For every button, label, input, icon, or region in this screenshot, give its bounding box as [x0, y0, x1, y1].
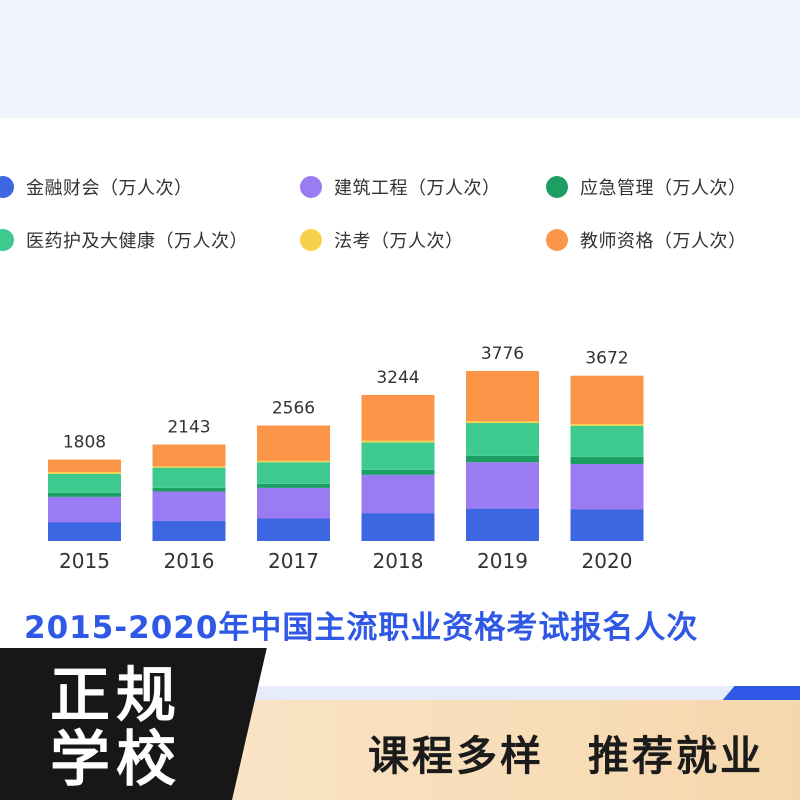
bar-segment-year-2016-series-1 — [152, 491, 226, 521]
bar-segment-year-2015-series-4 — [48, 472, 121, 474]
stacked-bar-chart: 1808 2015 2143 2016 2566 2017 3244 2018 3776 2019… — [48, 344, 644, 573]
legend-label: 建筑工程（万人次） — [334, 178, 501, 199]
bar-segment-year-2020-series-4 — [570, 423, 644, 426]
bar-segment-year-2016-series-5 — [152, 444, 226, 467]
bar-segment-year-2015-series-1 — [48, 496, 121, 523]
legend-label: 金融财会（万人次） — [26, 178, 193, 199]
legend-item-health: 医药护及大健康（万人次） — [0, 225, 248, 255]
x-tick-label-year-2020: 2020 — [582, 549, 633, 573]
x-tick-label-year-2019: 2019 — [477, 549, 528, 573]
legend-label: 应急管理（万人次） — [580, 178, 747, 199]
bar-segment-year-2018-series-3 — [361, 442, 435, 470]
bar-segment-year-2019-series-1 — [466, 462, 539, 509]
bar-total-label-year-2020: 3672 — [585, 349, 628, 369]
school-badge — [0, 648, 267, 800]
chart-legend: 金融财会（万人次） 建筑工程（万人次） 应急管理（万人次） 医药护及大健康（万人… — [0, 160, 800, 270]
x-tick-label-year-2017: 2017 — [268, 549, 319, 573]
legend-swatch — [300, 176, 322, 198]
legend-label: 医药护及大健康（万人次） — [26, 231, 248, 252]
bar-segment-year-2018-series-5 — [361, 394, 435, 441]
header-band — [0, 0, 800, 118]
legend-swatch — [546, 229, 568, 251]
legend-item-emergency: 应急管理（万人次） — [546, 172, 747, 202]
x-tick-label-year-2015: 2015 — [59, 549, 110, 573]
bar-segment-year-2018-series-4 — [361, 440, 435, 443]
legend-swatch — [546, 176, 568, 198]
bar-segment-year-2018-series-2 — [361, 469, 435, 475]
legend-item-construction: 建筑工程（万人次） — [300, 172, 501, 202]
bar-total-label-year-2016: 2143 — [167, 418, 210, 438]
bar-segment-year-2016-series-2 — [152, 487, 226, 492]
bar-segment-year-2018-series-0 — [361, 513, 435, 541]
bar-total-label-year-2017: 2566 — [272, 398, 315, 418]
footer-slogan: 课程多样 推荐就业 — [368, 732, 764, 780]
legend-item-law: 法考（万人次） — [300, 225, 464, 255]
legend-swatch — [300, 229, 322, 251]
bar-segment-year-2020-series-2 — [570, 456, 644, 465]
bar-segment-year-2018-series-1 — [361, 474, 435, 514]
bar-total-label-year-2015: 1808 — [63, 433, 106, 453]
chart-title: 2015-2020年中国主流职业资格考试报名人次 — [24, 610, 699, 646]
bar-segment-year-2017-series-5 — [257, 425, 330, 461]
bar-segment-year-2019-series-4 — [466, 421, 539, 424]
bar-segment-year-2015-series-2 — [48, 492, 121, 497]
bar-segment-year-2015-series-5 — [48, 459, 121, 473]
badge-line-1: 正规 — [50, 661, 182, 731]
bar-segment-year-2019-series-0 — [466, 508, 539, 541]
bar-total-label-year-2018: 3244 — [376, 368, 419, 388]
bar-segment-year-2015-series-3 — [48, 473, 121, 493]
x-tick-label-year-2016: 2016 — [164, 549, 215, 573]
bar-segment-year-2019-series-5 — [466, 371, 539, 422]
bar-total-label-year-2019: 3776 — [481, 344, 524, 364]
legend-swatch — [0, 229, 14, 251]
legend-swatch — [0, 176, 14, 198]
bar-segment-year-2017-series-0 — [257, 518, 330, 541]
badge-line-2: 学校 — [50, 725, 182, 795]
bar-segment-year-2015-series-0 — [48, 522, 121, 541]
bar-segment-year-2020-series-0 — [570, 509, 644, 541]
bar-segment-year-2019-series-2 — [466, 455, 539, 463]
legend-label: 法考（万人次） — [334, 231, 464, 252]
bar-segment-year-2017-series-3 — [257, 462, 330, 484]
legend-label: 教师资格（万人次） — [580, 231, 747, 252]
bar-segment-year-2017-series-1 — [257, 487, 330, 519]
bar-segment-year-2020-series-5 — [570, 375, 644, 424]
bar-segment-year-2016-series-3 — [152, 467, 226, 488]
bar-segment-year-2020-series-1 — [570, 464, 644, 510]
bar-segment-year-2016-series-4 — [152, 466, 226, 468]
bar-segment-year-2017-series-4 — [257, 460, 330, 463]
bar-segment-year-2016-series-0 — [152, 520, 226, 541]
bar-segment-year-2019-series-3 — [466, 423, 539, 456]
x-tick-label-year-2018: 2018 — [373, 549, 424, 573]
bar-segment-year-2020-series-3 — [570, 425, 644, 457]
legend-item-teacher: 教师资格（万人次） — [546, 225, 747, 255]
bar-segment-year-2017-series-2 — [257, 483, 330, 488]
legend-item-finance: 金融财会（万人次） — [0, 172, 193, 202]
